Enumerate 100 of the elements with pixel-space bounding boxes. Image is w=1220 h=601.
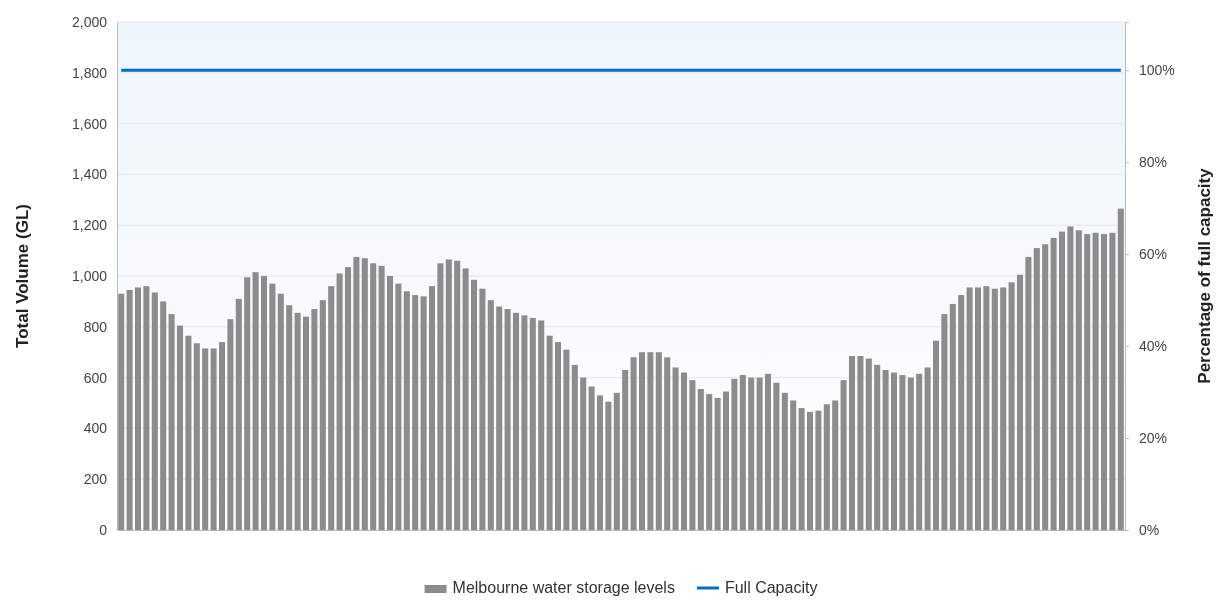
bar xyxy=(1084,234,1091,530)
bar xyxy=(580,377,587,530)
bar xyxy=(529,317,536,530)
bar xyxy=(596,395,604,530)
bar xyxy=(1033,248,1040,530)
bar xyxy=(378,265,385,530)
bar xyxy=(949,303,956,530)
bar xyxy=(168,314,175,530)
y-tick-label: 600 xyxy=(83,369,108,386)
bar xyxy=(1008,282,1015,530)
y-tick-label: 2,000 xyxy=(71,13,108,30)
bar xyxy=(1050,237,1057,530)
y-tick-label: 1,600 xyxy=(71,115,108,132)
bar xyxy=(185,335,192,530)
bar xyxy=(941,314,948,530)
y2-tick-label: 100% xyxy=(1139,62,1175,79)
bar xyxy=(680,372,688,530)
bar xyxy=(210,348,217,530)
bar xyxy=(731,378,738,530)
bar xyxy=(277,293,284,530)
y-tick-label: 0 xyxy=(99,521,108,538)
bar xyxy=(781,392,788,530)
bar xyxy=(588,386,595,530)
bar xyxy=(764,373,772,530)
bar xyxy=(655,352,662,530)
bar xyxy=(1025,256,1032,530)
y-tick-label: 200 xyxy=(83,471,108,488)
bar xyxy=(319,300,326,530)
bar xyxy=(1058,231,1066,530)
bar xyxy=(302,316,310,530)
bar xyxy=(286,305,293,530)
bar xyxy=(428,286,436,530)
bar xyxy=(1067,226,1074,530)
bar xyxy=(151,292,158,530)
bar xyxy=(638,352,646,530)
legend-label: Full Capacity xyxy=(724,579,818,596)
y-tick-label: 400 xyxy=(83,420,108,437)
y-tick-label: 1,200 xyxy=(71,217,108,234)
bar xyxy=(487,300,494,530)
y-tick-label: 1,400 xyxy=(71,166,108,183)
bar xyxy=(454,260,461,530)
bar xyxy=(218,342,226,530)
bar xyxy=(815,410,822,530)
bar xyxy=(563,349,570,530)
bar xyxy=(370,263,377,530)
bar xyxy=(672,367,679,530)
bar xyxy=(1092,232,1099,530)
bar xyxy=(361,258,368,530)
bar xyxy=(437,263,444,530)
bar xyxy=(974,287,982,530)
bar xyxy=(403,291,410,530)
bar xyxy=(756,377,763,530)
bar xyxy=(983,286,990,530)
bar xyxy=(244,277,251,530)
bar xyxy=(739,375,746,530)
bar xyxy=(126,289,133,530)
bar xyxy=(235,298,242,530)
bar xyxy=(622,369,629,530)
y2-tick-label: 40% xyxy=(1139,338,1168,355)
bar xyxy=(857,356,864,530)
bar xyxy=(412,295,419,530)
bar xyxy=(227,319,234,530)
bar xyxy=(260,276,268,530)
bar xyxy=(294,312,301,530)
bar xyxy=(1016,274,1024,530)
bar xyxy=(865,358,872,530)
bar xyxy=(571,364,578,530)
bar xyxy=(689,380,696,530)
bar xyxy=(386,276,394,530)
bar xyxy=(1042,244,1049,530)
bar xyxy=(840,380,847,530)
y2-tick-label: 80% xyxy=(1139,154,1168,171)
bar xyxy=(311,309,318,530)
bar xyxy=(697,389,704,530)
bar xyxy=(1000,287,1007,530)
bar xyxy=(160,301,167,530)
bar xyxy=(806,411,814,530)
bar xyxy=(479,288,486,530)
bar xyxy=(1100,234,1108,530)
bar xyxy=(706,394,713,530)
bar xyxy=(176,325,184,530)
bar xyxy=(899,375,906,530)
bar xyxy=(874,364,881,530)
bar xyxy=(496,306,503,530)
bar xyxy=(798,408,805,530)
bar xyxy=(462,268,469,530)
bar xyxy=(613,392,620,530)
bar xyxy=(790,400,797,530)
bar xyxy=(538,320,545,530)
bar xyxy=(252,272,259,530)
bar xyxy=(848,356,856,530)
bar xyxy=(328,286,335,530)
bar xyxy=(420,296,427,530)
bar xyxy=(521,315,528,530)
bar xyxy=(353,256,360,530)
bar xyxy=(907,377,914,530)
bar xyxy=(546,335,553,530)
bar xyxy=(722,391,730,530)
y2-axis-title: Percentage of full capacity xyxy=(1195,167,1214,384)
bar xyxy=(1117,208,1124,530)
